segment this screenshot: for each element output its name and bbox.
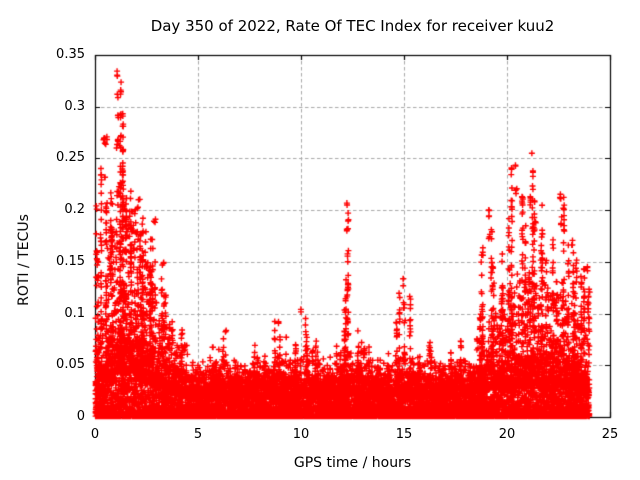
x-axis-title: GPS time / hours <box>293 455 412 471</box>
y-tick-label: 0.1 <box>64 305 85 321</box>
x-tick-label: 25 <box>601 427 619 442</box>
x-tick-label: 15 <box>395 427 413 442</box>
x-tick-label: 5 <box>193 427 203 442</box>
y-tick-label: 0.25 <box>56 150 85 166</box>
y-tick-label: 0.2 <box>64 202 85 218</box>
y-tick-label: 0.15 <box>56 253 85 269</box>
chart-title: Day 350 of 2022, Rate Of TEC Index for r… <box>150 17 555 35</box>
y-tick-label: 0.35 <box>56 47 85 62</box>
y-tick-label: 0.3 <box>64 98 85 114</box>
x-tick-label: 0 <box>90 427 100 442</box>
x-tick-label: 10 <box>292 427 310 442</box>
y-tick-label: 0 <box>76 409 85 424</box>
y-tick-label: 0.05 <box>56 357 85 373</box>
x-tick-label: 20 <box>498 427 516 442</box>
